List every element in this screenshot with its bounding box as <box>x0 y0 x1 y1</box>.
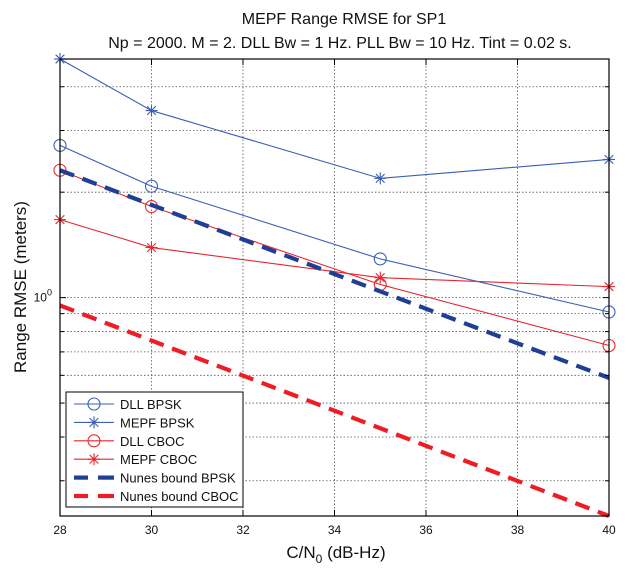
marker-star-stroke <box>146 105 157 116</box>
x-tick-label: 34 <box>328 523 342 537</box>
legend-item: Nunes bound BPSK <box>74 471 236 486</box>
x-tick-label: 38 <box>511 523 525 537</box>
x-tick-label: 40 <box>602 523 616 537</box>
legend-item: DLL BPSK <box>74 397 182 412</box>
legend-item: MEPF BPSK <box>74 415 195 430</box>
marker-circle <box>87 434 101 448</box>
chart-subtitle: Np = 2000. M = 2. DLL Bw = 1 Hz. PLL Bw … <box>108 35 572 52</box>
marker-star <box>145 241 158 254</box>
series-mepf-bpsk-line <box>59 58 610 179</box>
marker-star <box>145 104 158 117</box>
marker-circle <box>373 252 387 266</box>
y-axis-label: Range RMSE (meters) <box>11 201 30 373</box>
marker-star-stroke <box>375 272 385 283</box>
marker-star <box>374 172 387 185</box>
legend-label: Nunes bound BPSK <box>120 471 236 486</box>
marker-circle <box>87 397 101 411</box>
legend-label: DLL CBOC <box>120 434 185 449</box>
ticks: 28 30 32 34 36 38 40 100 <box>34 59 616 537</box>
marker-circle <box>144 179 159 193</box>
legend: DLL BPSK MEPF BPSK DLL CBOC MEPF CBOC Nunes … <box>65 391 244 508</box>
x-tick-label: 32 <box>236 523 250 537</box>
series-nunes-bound-bpsk-line <box>59 168 610 380</box>
x-tick-label: 36 <box>419 523 433 537</box>
x-axis-label: C/N0 (dB-Hz) <box>286 543 385 566</box>
marker-star-stroke <box>375 173 385 184</box>
marker-star <box>88 453 100 466</box>
legend-item: MEPF CBOC <box>74 452 197 467</box>
legend-box <box>65 391 244 508</box>
y-tick-label: 100 <box>34 288 52 305</box>
marker-star-stroke <box>89 417 99 428</box>
x-tick-label: 28 <box>53 523 67 537</box>
chart-title: MEPF Range RMSE for SP1 <box>242 11 447 28</box>
legend-item: Nunes bound CBOC <box>74 489 239 504</box>
series-mepf-cboc-line <box>59 219 610 288</box>
legend-label: MEPF CBOC <box>120 452 197 467</box>
marker-star-stroke <box>146 242 157 253</box>
legend-label: DLL BPSK <box>120 397 182 412</box>
series-nunes-bound-cboc-line <box>59 303 610 518</box>
x-tick-label: 30 <box>145 523 159 537</box>
legend-item: DLL CBOC <box>74 434 185 449</box>
marker-star <box>88 416 100 429</box>
legend-label: MEPF BPSK <box>120 415 195 430</box>
marker-star-stroke <box>89 454 99 464</box>
legend-label: Nunes bound CBOC <box>120 489 239 504</box>
series-dll-bpsk-line <box>59 144 610 313</box>
series-layer <box>53 53 616 518</box>
marker-star <box>374 271 387 284</box>
